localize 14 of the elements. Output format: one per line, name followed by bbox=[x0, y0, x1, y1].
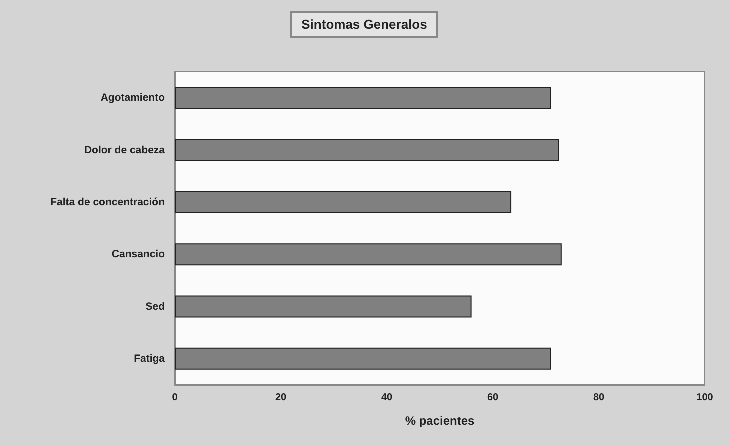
x-axis-title: % pacientes bbox=[405, 414, 475, 428]
x-tick-label: 0 bbox=[172, 392, 178, 404]
y-tick-label: Dolor de cabeza bbox=[84, 144, 166, 156]
x-tick-label: 100 bbox=[696, 392, 714, 404]
x-tick-label: 20 bbox=[275, 392, 287, 404]
x-tick-label: 60 bbox=[487, 392, 499, 404]
y-tick-label: Agotamiento bbox=[100, 92, 165, 104]
x-tick-label: 80 bbox=[593, 392, 605, 404]
y-tick-label: Falta de concentración bbox=[50, 196, 165, 208]
chart-title: Sintomas Generalos bbox=[302, 17, 428, 32]
y-tick-label: Sed bbox=[146, 300, 165, 313]
x-tick-label: 40 bbox=[381, 392, 393, 404]
y-tick-label: Cansancio bbox=[112, 248, 165, 261]
y-tick-label: Fatiga bbox=[134, 352, 166, 365]
